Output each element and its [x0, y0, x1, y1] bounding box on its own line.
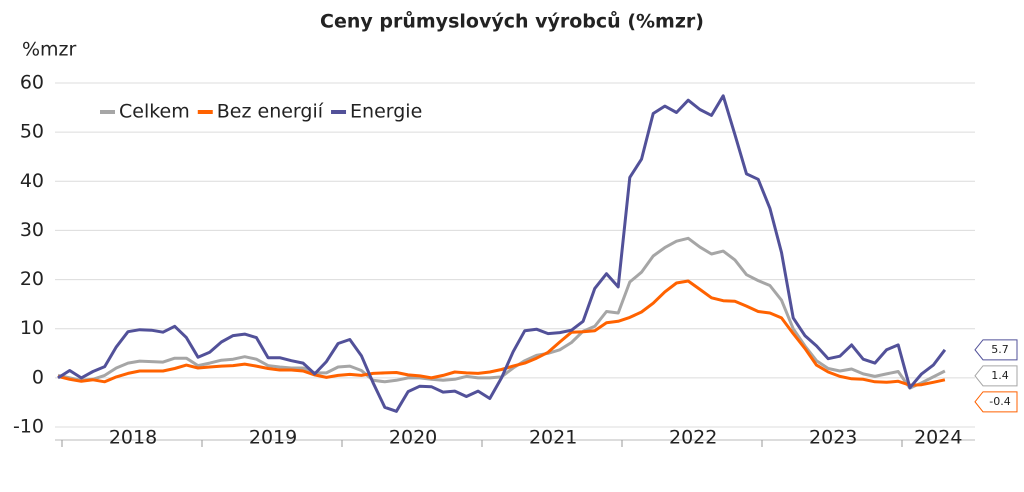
x-tick-label: 2020	[389, 427, 437, 449]
y-tick-label: 20	[20, 268, 44, 290]
end-label-box	[974, 391, 1018, 413]
line-series	[57, 279, 946, 387]
legend-label: Celkem	[119, 101, 190, 123]
chart-title: Ceny průmyslových výrobců (%mzr)	[320, 10, 704, 33]
x-tick-label: 2018	[109, 427, 157, 449]
x-tick-label: 2023	[809, 427, 857, 449]
y-tick-label: 40	[20, 170, 44, 192]
end-label: -0.4	[989, 395, 1010, 408]
y-tick-label: 30	[20, 219, 44, 241]
legend-label: Bez energií	[217, 101, 324, 123]
y-tick-label: -10	[13, 416, 44, 438]
x-tick-label: 2024	[914, 427, 962, 449]
end-label: 1.4	[991, 369, 1009, 382]
y-tick-label: 0	[32, 366, 44, 388]
legend-label: Energie	[350, 101, 422, 123]
x-tick-label: 2022	[669, 427, 717, 449]
y-tick-label: 50	[20, 121, 44, 143]
end-label-box	[974, 365, 1018, 387]
x-tick-label: 2021	[529, 427, 577, 449]
line-series	[57, 94, 947, 413]
end-label-box	[974, 339, 1018, 361]
y-tick-label: 60	[20, 72, 44, 94]
end-label: 5.7	[991, 343, 1009, 356]
y-tick-label: 10	[20, 317, 44, 339]
x-tick-label: 2019	[249, 427, 297, 449]
y-axis-label: %mzr	[22, 39, 77, 61]
